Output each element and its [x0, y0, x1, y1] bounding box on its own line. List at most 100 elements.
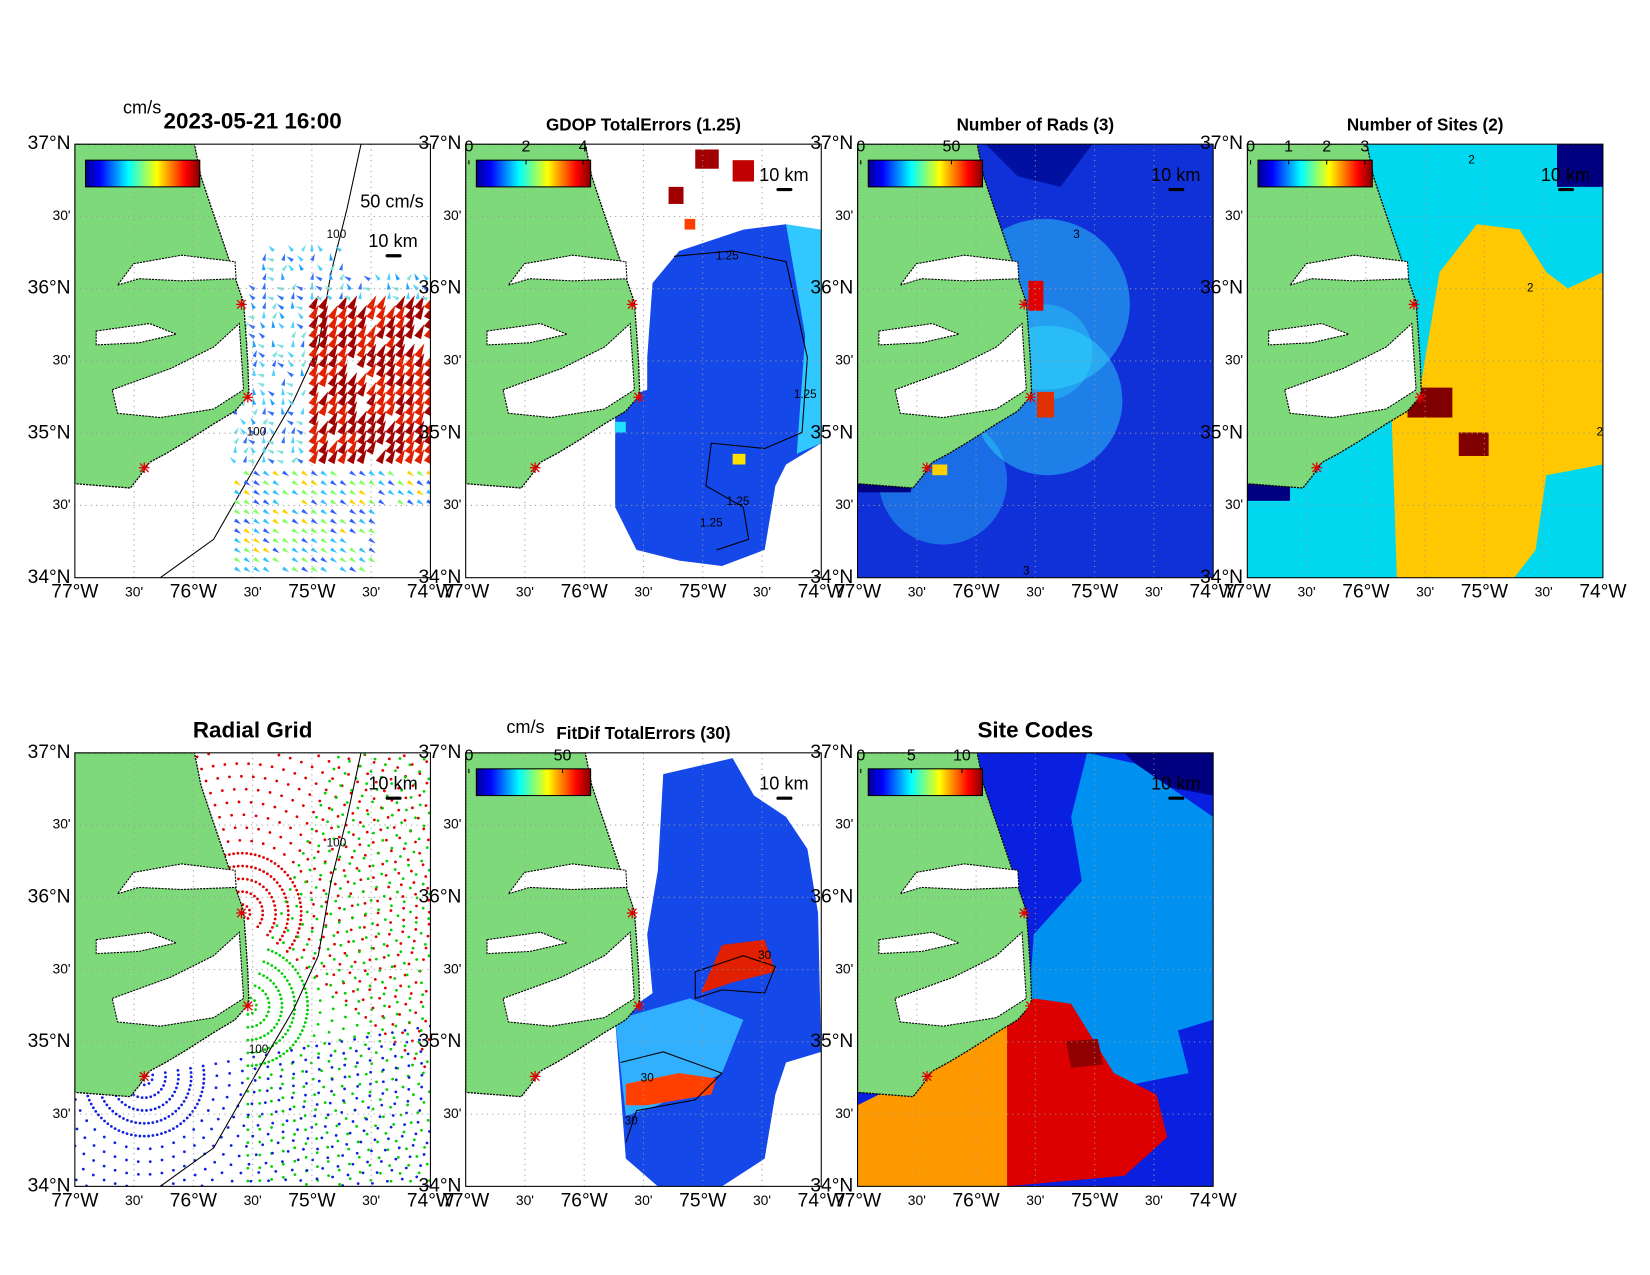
current-vector — [416, 470, 424, 477]
x-tick-label: 30' — [125, 1192, 143, 1208]
current-vector — [318, 333, 329, 349]
grid-point — [281, 1149, 285, 1153]
current-vector — [347, 381, 358, 397]
grid-point — [331, 847, 334, 851]
site-marker — [921, 462, 933, 474]
grid-point — [375, 1080, 378, 1084]
current-vector — [356, 314, 367, 330]
current-vector — [395, 429, 406, 445]
grid-point — [270, 1126, 273, 1129]
grid-point — [284, 896, 288, 900]
grid-point — [323, 838, 327, 842]
grid-point — [381, 1056, 385, 1060]
grid-point — [330, 1066, 334, 1069]
current-vector — [339, 273, 345, 281]
region — [1007, 998, 1168, 1187]
grid-point — [155, 1120, 159, 1123]
grid-point — [301, 923, 305, 926]
grid-point — [405, 1111, 408, 1115]
current-vector — [318, 362, 329, 378]
current-vector — [327, 400, 338, 417]
grid-point — [324, 925, 328, 929]
grid-point — [270, 1139, 273, 1142]
grid-point — [246, 1064, 250, 1068]
grid-point — [407, 1163, 411, 1167]
grid-point — [373, 757, 377, 761]
grid-point — [314, 1108, 317, 1112]
grid-point — [172, 1155, 175, 1159]
grid-point — [259, 1021, 263, 1025]
grid-point — [327, 1030, 331, 1034]
current-vector — [358, 470, 367, 477]
x-tick-label: 30' — [1145, 1192, 1163, 1208]
current-vector — [395, 304, 406, 320]
grid-point — [353, 1035, 356, 1039]
grid-point — [287, 913, 290, 917]
grid-point — [102, 1150, 106, 1154]
grid-point — [288, 982, 291, 986]
current-vector — [406, 499, 415, 506]
grid-point — [425, 1141, 429, 1145]
sound — [502, 322, 635, 419]
current-vector — [308, 391, 319, 407]
grid-point — [278, 938, 282, 942]
grid-point — [337, 1122, 341, 1126]
grid-point — [282, 930, 286, 934]
grid-point — [343, 874, 347, 878]
grid-point — [348, 862, 352, 865]
grid-point — [412, 850, 416, 854]
grid-point — [293, 771, 297, 775]
grid-point — [300, 956, 304, 959]
grid-point — [317, 1067, 321, 1071]
grid-point — [332, 957, 336, 961]
grid-point — [363, 926, 366, 929]
grid-point — [403, 1044, 407, 1048]
y-tick-label: 34°N — [28, 567, 71, 588]
current-vector — [330, 547, 338, 554]
grid-point — [281, 1082, 284, 1086]
land — [465, 144, 641, 489]
current-vector — [337, 304, 348, 320]
current-vector — [368, 470, 376, 477]
grid-point — [242, 1124, 246, 1128]
grid-point — [266, 1132, 270, 1136]
current-vector — [339, 528, 347, 534]
grid-point — [332, 934, 336, 938]
grid-point — [395, 988, 398, 992]
region — [615, 224, 822, 566]
grid-point — [343, 803, 346, 807]
grid-point — [246, 1025, 250, 1029]
x-tick-label: 75°W — [1461, 582, 1509, 603]
grid-point — [230, 1179, 234, 1183]
current-vector — [349, 566, 357, 573]
current-vector — [329, 253, 333, 261]
grid-point — [370, 1149, 373, 1153]
grid-point — [246, 1102, 250, 1106]
grid-point — [266, 857, 269, 861]
current-vector — [291, 508, 299, 515]
grid-point — [416, 1120, 420, 1124]
colorbar-tick-label: 3 — [1360, 139, 1369, 156]
grid-point — [270, 1099, 273, 1103]
grid-point — [291, 1076, 295, 1080]
current-vector — [233, 437, 240, 445]
grid-point — [304, 1128, 307, 1132]
current-vector — [281, 272, 285, 281]
grid-point — [74, 1178, 78, 1182]
grid-point — [365, 782, 369, 786]
current-vector — [318, 372, 329, 388]
current-vector — [271, 311, 278, 320]
current-vector — [366, 391, 377, 407]
current-vector — [358, 547, 367, 554]
current-vector — [395, 352, 406, 368]
grid-point — [382, 943, 386, 946]
grid-point — [250, 1038, 254, 1042]
grid-point — [321, 771, 324, 774]
grid-point — [229, 1144, 233, 1147]
current-vector — [385, 362, 396, 378]
grid-point — [186, 1092, 190, 1096]
grid-point — [189, 1075, 193, 1079]
grid-point — [370, 946, 374, 950]
grid-point — [282, 1052, 286, 1056]
